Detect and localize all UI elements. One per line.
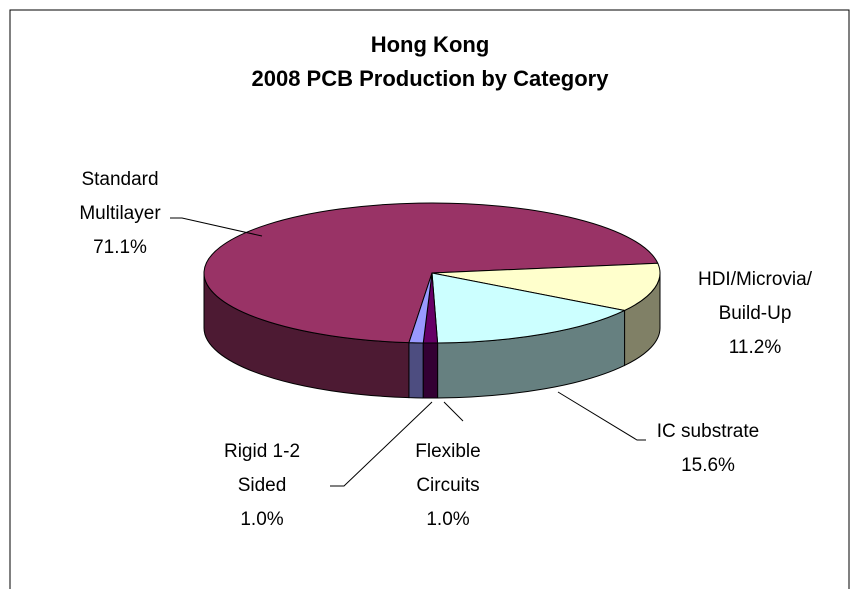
pie-side (408, 342, 424, 399)
leader-line (557, 391, 646, 441)
slice-label: Standard Multilayer 71.1% (20, 163, 220, 265)
leader-line (443, 401, 464, 422)
slice-label: HDI/Microvia/ Build-Up 11.2% (655, 263, 855, 365)
slice-value: 71.1% (93, 237, 147, 258)
chart-border (9, 9, 850, 589)
slice-value: 15.6% (681, 455, 735, 476)
slice-value: 1.0% (240, 509, 284, 530)
chart-title: Hong Kong 2008 PCB Production by Categor… (251, 32, 609, 91)
slice-name: IC substrate (656, 421, 760, 442)
pie-slice (408, 272, 433, 344)
slice-value: 11.2% (728, 337, 782, 358)
slice-label: IC substrate 15.6% (608, 415, 808, 483)
pie-side (422, 342, 439, 399)
pie (203, 202, 661, 399)
slice-name: Flexible Circuits (415, 441, 481, 496)
pie-slice (203, 202, 659, 344)
leader-line (330, 401, 433, 487)
slice-value: 1.0% (426, 509, 470, 530)
pie-slice (431, 262, 661, 312)
leader-lines (170, 217, 646, 487)
pie-slice (431, 272, 627, 344)
slice-label: Flexible Circuits 1.0% (348, 435, 548, 537)
slice-name: HDI/Microvia/ Build-Up (697, 269, 812, 324)
leader-line (170, 217, 263, 237)
slice-name: Standard Multilayer (79, 169, 161, 224)
slice-name: Rigid 1-2 Sided (223, 441, 301, 496)
slice-label: Rigid 1-2 Sided 1.0% (162, 435, 362, 537)
